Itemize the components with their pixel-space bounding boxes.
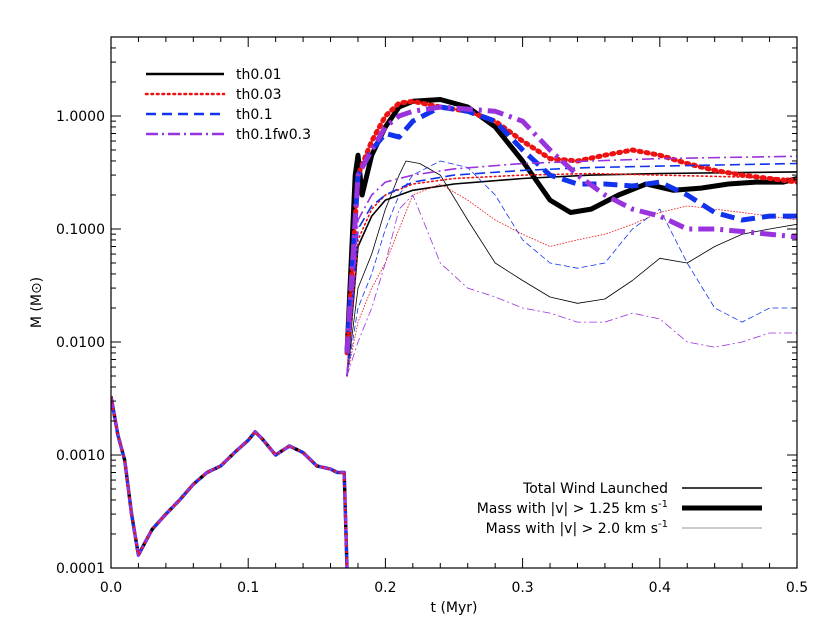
y-tick-label: 0.0010	[56, 448, 105, 464]
series-line-th0.1fw0.3-gt2.0	[346, 194, 797, 377]
series-line-th0.01-total	[346, 171, 797, 377]
series-line-th0.1-total	[346, 162, 797, 377]
x-tick-label: 0.1	[237, 580, 259, 596]
series-line-th0.01-gt1.25	[344, 97, 797, 354]
series-line-th0.1fw0.3-total	[346, 155, 797, 377]
series-line-th0.03-total	[346, 172, 797, 377]
series-line-th0.1fw0.3-gt1.25	[344, 104, 797, 354]
series-line-th0.01-gt2.0	[346, 160, 797, 377]
legend-label: th0.1fw0.3	[236, 127, 311, 143]
legend-superscript: -1	[658, 519, 668, 530]
x-tick-label: 0.2	[374, 580, 396, 596]
legend-quantities: Total Wind Launched Mass with |v| > 1.25 …	[477, 481, 762, 537]
legend-label: th0.03	[236, 87, 282, 103]
legend-superscript: -1	[658, 499, 668, 510]
legend-quantity-label: Total Wind Launched	[522, 481, 668, 497]
axis-ticks: 0.0 0.1 0.2 0.3 0.4 0.5 0.0001 0.0010 0.0100 0.10…	[56, 36, 808, 596]
series-line-early-3	[111, 396, 349, 568]
legend-quantity-label: Mass with |v| > 1.25 km s-1	[477, 499, 668, 517]
legend-quantity-label: Mass with |v| > 2.0 km s-1	[486, 519, 668, 537]
legend-runs: th0.01 th0.03 th0.1 th0.1fw0.3	[144, 67, 311, 143]
x-tick-label: 0.3	[511, 580, 533, 596]
series-line-th0.1-gt2.0	[346, 160, 797, 377]
x-tick-label: 0.5	[786, 580, 808, 596]
plot-frame	[110, 36, 798, 569]
y-tick-label: 0.0100	[56, 335, 105, 351]
x-axis-label: t (Myr)	[431, 600, 478, 616]
plot-area	[111, 97, 797, 568]
x-tick-label: 0.4	[649, 580, 671, 596]
legend-label: th0.01	[236, 67, 282, 83]
series-group	[111, 97, 797, 568]
y-tick-label: 1.0000	[56, 109, 105, 125]
series-line-early-2	[111, 396, 349, 568]
legend-label: th0.1	[236, 107, 273, 123]
x-tick-label: 0.0	[100, 580, 122, 596]
series-line-th0.03-gt1.25	[344, 98, 797, 356]
y-axis-label: M (M⊙)	[29, 277, 45, 328]
y-tick-label: 0.0001	[56, 561, 105, 577]
y-tick-label: 0.1000	[56, 222, 105, 238]
